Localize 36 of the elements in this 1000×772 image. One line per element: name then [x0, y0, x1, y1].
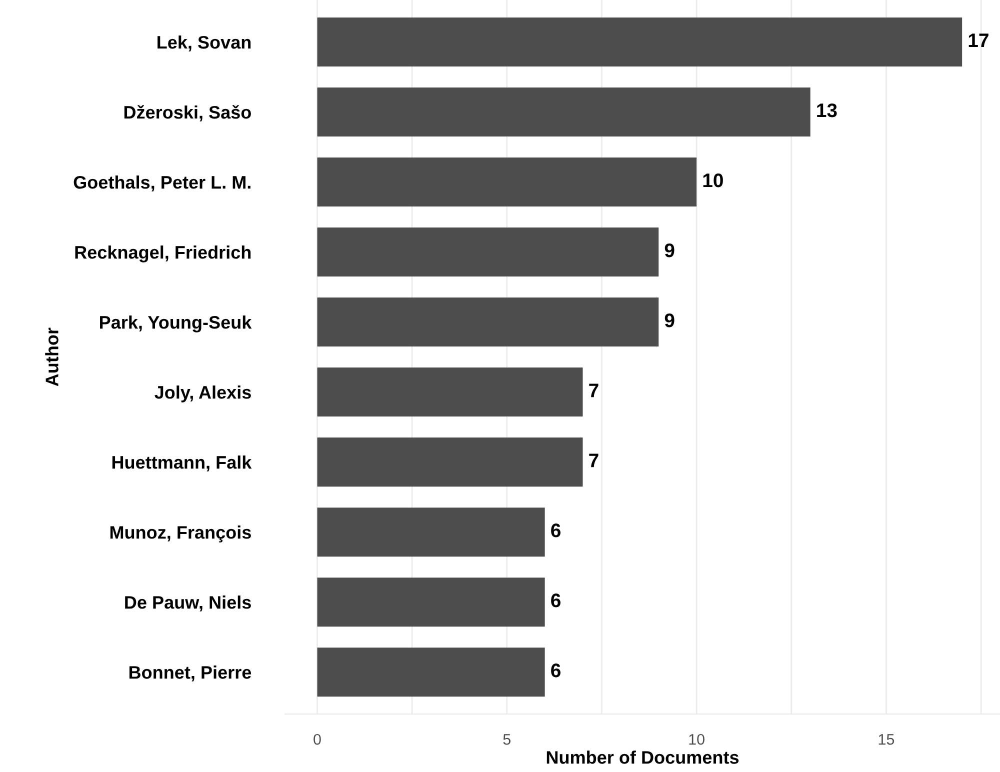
y-tick-label: De Pauw, Niels: [125, 596, 251, 612]
y-tick-label: Recknagel, Friedrich: [75, 245, 251, 262]
data-label: 10: [703, 173, 723, 188]
y-axis-title: Author: [45, 328, 58, 386]
x-tick-label: 15: [878, 734, 894, 745]
data-label: 9: [664, 243, 674, 258]
y-tick-label: Park, Young-Seuk: [100, 316, 252, 332]
bar: [317, 648, 545, 697]
data-label: 7: [589, 384, 598, 398]
bar: [317, 228, 659, 277]
bar: [317, 508, 545, 557]
data-label: 7: [589, 454, 598, 468]
y-tick-label: Džeroski, Sašo: [124, 105, 251, 122]
data-label: 9: [664, 313, 674, 328]
x-axis-title: Number of Documents: [546, 750, 739, 764]
x-tick-label: 5: [503, 734, 511, 745]
y-tick-label: Munoz, François: [110, 526, 251, 542]
bar: [317, 368, 583, 417]
bar: [317, 88, 810, 137]
x-tick-label: 0: [314, 734, 321, 745]
y-tick-label: Goethals, Peter L. M.: [74, 175, 250, 192]
data-label: 6: [551, 594, 560, 608]
bar: [317, 18, 962, 67]
y-tick-label: Huettmann, Falk: [112, 456, 252, 472]
data-label: 17: [968, 34, 988, 48]
bar: [317, 438, 583, 487]
bar: [317, 298, 659, 347]
data-label: 6: [551, 524, 560, 538]
data-label: 13: [817, 103, 837, 118]
y-tick-label: Bonnet, Pierre: [129, 666, 252, 682]
bar: [317, 578, 545, 627]
x-tick-label: 10: [689, 734, 704, 745]
y-tick-label: Lek, Sovan: [158, 35, 251, 52]
bar: [317, 158, 697, 207]
data-label: 6: [551, 664, 560, 678]
y-tick-label: Joly, Alexis: [154, 386, 251, 402]
